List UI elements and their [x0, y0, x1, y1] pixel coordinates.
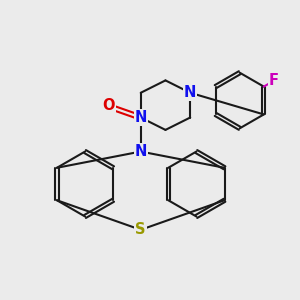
Text: F: F	[269, 73, 279, 88]
Text: O: O	[102, 98, 115, 113]
Text: N: N	[184, 85, 197, 100]
Text: N: N	[134, 110, 147, 125]
Text: N: N	[134, 144, 147, 159]
Text: S: S	[136, 222, 146, 237]
